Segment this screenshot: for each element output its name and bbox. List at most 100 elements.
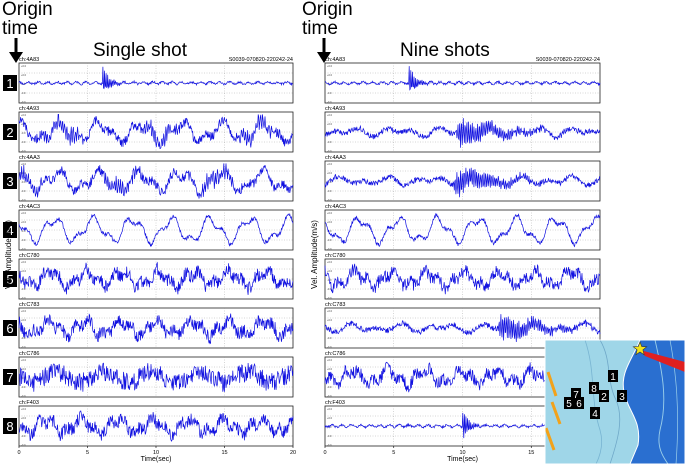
trace-panel: +0.0 +0.0 -0.0 -0.0 -0.0 bbox=[324, 209, 601, 251]
y-axis-label: Vel. Amplitude(m/s) bbox=[4, 220, 13, 289]
header-id: S0039-070820-220242-24 bbox=[229, 57, 293, 63]
waveform-line bbox=[324, 314, 601, 343]
channel-label: ch:4A83 bbox=[19, 57, 39, 63]
amplitude-tick-label: -0.0 bbox=[21, 198, 26, 202]
waveform-line bbox=[324, 66, 601, 91]
amplitude-tick-label: -0.0 bbox=[327, 336, 332, 340]
trace-panel: +0.0 +0.0 -0.0 -0.0 -0.0 bbox=[324, 160, 601, 202]
trace-panel: +0.0+0.0-0.0-0.0-0.01 bbox=[3, 62, 294, 104]
channel-label: ch:4A93 bbox=[19, 106, 39, 112]
amplitude-tick-label: +0.0 bbox=[327, 171, 333, 175]
station-marker bbox=[564, 397, 574, 409]
amplitude-tick-label: +0.0 bbox=[21, 260, 27, 264]
station-marker-label: 1 bbox=[610, 372, 616, 383]
amplitude-tick-label: +0.0 bbox=[21, 162, 27, 166]
trace-index-badge bbox=[3, 124, 17, 140]
x-axis-label: Time(sec) bbox=[141, 456, 172, 463]
amplitude-tick-label: +0.0 bbox=[21, 64, 27, 68]
amplitude-tick-label: -0.0 bbox=[21, 287, 26, 291]
waveform-line bbox=[18, 114, 294, 150]
amplitude-tick-label: +0.0 bbox=[21, 113, 27, 117]
waveform-line bbox=[324, 167, 601, 198]
amplitude-tick-label: +0.0 bbox=[21, 269, 27, 273]
single-shot-title: Single shot bbox=[93, 40, 188, 61]
amplitude-tick-label: -0.0 bbox=[21, 443, 26, 447]
trace-index-badge bbox=[3, 369, 17, 385]
channel-label: ch:C780 bbox=[325, 253, 346, 259]
amplitude-tick-label: -0.0 bbox=[327, 394, 332, 398]
station-marker bbox=[590, 407, 600, 419]
trace-index-label: 4 bbox=[6, 223, 13, 238]
trace-panel: +0.0 +0.0 -0.0 -0.0 -0.0 6 bbox=[3, 307, 294, 349]
amplitude-tick-label: +0.0 bbox=[327, 64, 333, 68]
trace-index-badge bbox=[3, 75, 17, 91]
x-tick-label: 0 bbox=[17, 450, 20, 456]
trace-panel: +0.0+0.0-0.0-0.0-0.02 bbox=[3, 111, 294, 153]
station-marker bbox=[574, 397, 584, 409]
amplitude-tick-label: +0.0 bbox=[21, 220, 27, 224]
amplitude-tick-label: -0.0 bbox=[21, 394, 26, 398]
channel-label: ch:4A83 bbox=[325, 57, 345, 63]
amplitude-tick-label: -0.0 bbox=[21, 180, 26, 184]
amplitude-tick-label: -0.0 bbox=[21, 296, 26, 300]
station-marker-label: 4 bbox=[592, 409, 598, 420]
amplitude-tick-label: +0.0 bbox=[327, 358, 333, 362]
amplitude-tick-label: -0.0 bbox=[327, 149, 332, 153]
trace-index-label: 6 bbox=[6, 321, 13, 336]
origin-arrow-left-icon bbox=[9, 38, 23, 63]
map-contour bbox=[584, 340, 603, 464]
waveform-line bbox=[18, 212, 294, 247]
map-contour bbox=[669, 340, 678, 464]
trace-index-badge bbox=[3, 222, 17, 238]
amplitude-tick-label: -0.0 bbox=[21, 376, 26, 380]
amplitude-tick-label: -0.0 bbox=[21, 238, 26, 242]
amplitude-tick-label: -0.0 bbox=[327, 229, 332, 233]
x-tick-label: 5 bbox=[86, 450, 89, 456]
amplitude-tick-label: -0.0 bbox=[21, 131, 26, 135]
amplitude-tick-label: -0.0 bbox=[21, 140, 26, 144]
trace-panel: +0.0 +0.0 -0.0 -0.0 -0.0 bbox=[324, 111, 601, 153]
station-marker bbox=[589, 382, 599, 394]
amplitude-tick-label: -0.0 bbox=[327, 443, 332, 447]
amplitude-tick-label: -0.0 bbox=[327, 189, 332, 193]
y-axis-label: Vel. Amplitude(m/s) bbox=[310, 220, 319, 289]
amplitude-tick-label: -0.0 bbox=[21, 434, 26, 438]
channel-label: ch:C783 bbox=[325, 302, 346, 308]
amplitude-tick-label: -0.0 bbox=[327, 345, 332, 349]
amplitude-tick-label: -0.0 bbox=[21, 345, 26, 349]
amplitude-tick-label: -0.0 bbox=[327, 100, 332, 104]
amplitude-tick-label: -0.0 bbox=[327, 327, 332, 331]
station-marker-label: 5 bbox=[566, 399, 572, 410]
amplitude-tick-label: -0.0 bbox=[21, 229, 26, 233]
amplitude-tick-label: -0.0 bbox=[327, 434, 332, 438]
amplitude-tick-label: +0.0 bbox=[327, 318, 333, 322]
station-marker bbox=[599, 390, 609, 402]
trace-panel: +0.0+0.0-0.0-0.0-0.05 bbox=[3, 258, 294, 300]
amplitude-tick-label: +0.0 bbox=[327, 220, 333, 224]
trace-panel: +0.0+0.0-0.0-0.0-0.03 bbox=[3, 160, 294, 202]
amplitude-tick-label: +0.0 bbox=[21, 358, 27, 362]
amplitude-tick-label: -0.0 bbox=[21, 336, 26, 340]
header-id: S0039-070820-220242-24 bbox=[536, 57, 600, 63]
x-tick-label: 10 bbox=[459, 450, 465, 456]
waveform-line bbox=[18, 362, 294, 392]
station-marker-label: 8 bbox=[591, 384, 597, 395]
waveform-line bbox=[18, 261, 294, 295]
trace-index-badge bbox=[3, 271, 17, 287]
amplitude-tick-label: -0.0 bbox=[327, 247, 332, 251]
trace-index-badge bbox=[3, 418, 17, 434]
channel-label: ch:4AA3 bbox=[325, 155, 346, 161]
amplitude-tick-label: +0.0 bbox=[327, 211, 333, 215]
amplitude-tick-label: -0.0 bbox=[327, 198, 332, 202]
trace-panel: +0.0+0.0-0.0-0.0-0.08 bbox=[3, 405, 294, 447]
station-marker bbox=[608, 370, 618, 382]
amplitude-tick-label: +0.0 bbox=[327, 309, 333, 313]
x-axis-label: Time(sec) bbox=[447, 456, 478, 463]
channel-label: ch:F403 bbox=[325, 400, 345, 406]
trace-index-label: 2 bbox=[6, 125, 13, 140]
trace-index-label: 5 bbox=[6, 272, 13, 287]
origin-label-line2: time bbox=[302, 18, 338, 39]
amplitude-tick-label: +0.0 bbox=[21, 407, 27, 411]
waveform-line bbox=[18, 163, 294, 199]
station-marker-label: 2 bbox=[601, 392, 607, 403]
